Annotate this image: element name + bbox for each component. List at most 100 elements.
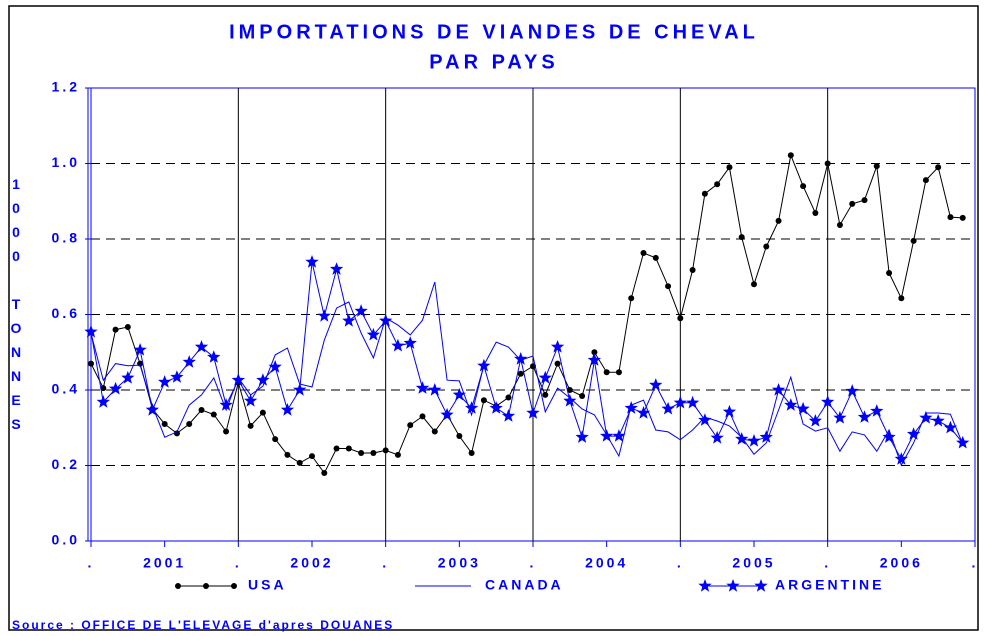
point — [661, 401, 675, 415]
point — [468, 450, 475, 457]
point — [382, 447, 389, 454]
point — [329, 262, 344, 275]
legend-marker — [231, 583, 237, 589]
x-tick-label: . — [677, 555, 684, 571]
point — [538, 370, 552, 384]
point — [456, 433, 463, 440]
point — [615, 369, 622, 376]
point — [88, 360, 94, 367]
point — [342, 313, 356, 327]
point — [652, 254, 659, 261]
point — [665, 283, 672, 290]
point — [845, 384, 859, 397]
point — [849, 200, 856, 207]
series-line — [90, 281, 964, 467]
point — [219, 398, 233, 411]
point — [407, 422, 414, 429]
point — [800, 183, 807, 190]
point — [231, 373, 245, 386]
point — [370, 450, 377, 457]
point — [133, 343, 147, 356]
point — [943, 420, 958, 434]
point — [882, 430, 896, 443]
point — [542, 391, 549, 398]
point — [698, 413, 712, 426]
y-tick-label: 1.0 — [52, 154, 80, 170]
point — [624, 401, 638, 414]
x-tick-label: 2002 — [290, 555, 333, 571]
point — [922, 177, 929, 184]
point — [603, 369, 610, 376]
point — [550, 340, 565, 353]
point — [489, 401, 503, 414]
point — [947, 214, 954, 221]
chart-title: PAR PAYS — [429, 51, 558, 73]
point — [84, 324, 98, 338]
point — [701, 190, 708, 197]
y-tick-label: 0.8 — [52, 230, 80, 246]
point — [96, 395, 110, 408]
point — [600, 429, 614, 442]
point — [894, 452, 908, 465]
point — [293, 383, 307, 396]
point — [256, 373, 270, 386]
point — [505, 394, 512, 401]
chart-title: IMPORTATIONS DE VIANDES DE CHEVAL — [229, 21, 759, 43]
point — [272, 436, 279, 443]
point — [415, 381, 430, 394]
point — [296, 459, 303, 466]
point — [452, 387, 466, 401]
point — [161, 420, 168, 427]
point — [480, 397, 487, 404]
point — [194, 340, 209, 353]
point — [379, 313, 393, 327]
legend-marker — [175, 583, 181, 589]
point — [628, 295, 635, 302]
point — [394, 451, 401, 458]
point — [317, 309, 331, 322]
point — [735, 432, 749, 445]
point — [358, 450, 365, 457]
point — [182, 355, 196, 368]
point — [759, 430, 773, 443]
point — [910, 237, 917, 244]
y-tick-label: 0.0 — [52, 532, 80, 548]
point — [100, 385, 107, 392]
point — [333, 445, 340, 452]
point — [935, 164, 942, 171]
x-tick-label: . — [972, 555, 979, 571]
point — [431, 428, 438, 435]
point — [861, 197, 868, 204]
legend-label: CANADA — [485, 577, 564, 593]
point — [284, 451, 291, 458]
point — [612, 429, 626, 442]
point — [391, 338, 405, 352]
point — [366, 327, 380, 341]
point — [158, 375, 172, 388]
x-tick-label: 2004 — [585, 555, 628, 571]
x-tick-label: 2003 — [438, 555, 481, 571]
point — [563, 393, 577, 407]
point — [751, 281, 757, 288]
point — [898, 295, 905, 302]
point — [223, 428, 230, 435]
point — [259, 409, 266, 416]
point — [771, 383, 786, 396]
point — [591, 349, 598, 356]
point — [824, 160, 831, 167]
x-tick-label: . — [88, 555, 95, 571]
point — [465, 401, 479, 414]
frame — [8, 5, 979, 631]
point — [526, 406, 540, 419]
x-tick-label: 2001 — [143, 555, 186, 571]
point — [689, 266, 696, 273]
point — [309, 453, 315, 460]
y-tick-label: 0.6 — [52, 305, 80, 321]
point — [833, 410, 847, 424]
point — [121, 370, 135, 384]
point — [873, 163, 880, 170]
point — [280, 403, 295, 416]
point — [268, 360, 282, 373]
point — [173, 430, 180, 437]
